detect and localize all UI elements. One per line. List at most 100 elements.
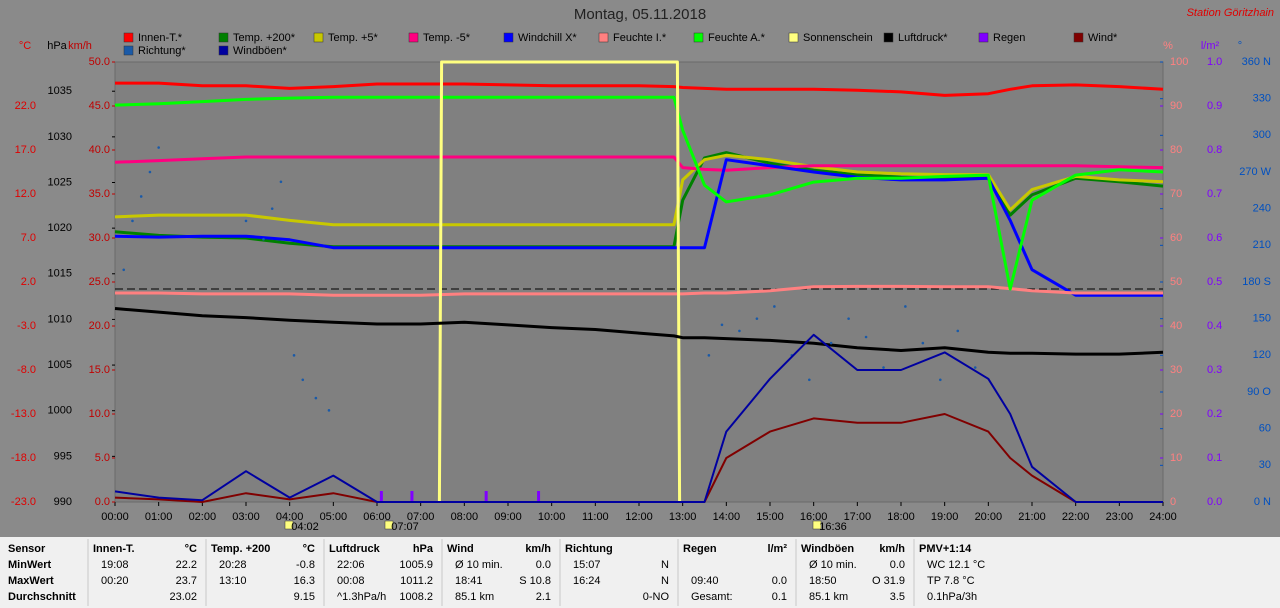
direction-point xyxy=(921,341,925,345)
legend-swatch xyxy=(123,45,134,56)
x-tick-label: 05:00 xyxy=(320,511,348,523)
y-tick-label: 35.0 xyxy=(89,188,110,200)
cell-right: 0.1 xyxy=(772,591,787,603)
cell-right: 9.15 xyxy=(294,591,315,603)
x-tick-label: 08:00 xyxy=(451,511,479,523)
cell-right: 0-NO xyxy=(643,591,670,603)
legend-label: Windchill X* xyxy=(518,32,577,44)
direction-point xyxy=(292,354,296,357)
y-tick-label: 20 xyxy=(1170,408,1182,420)
cell-left: 85.1 km xyxy=(455,591,494,603)
direction-point xyxy=(131,219,134,223)
y-tick-label: 80 xyxy=(1170,144,1182,156)
y-tick-label: -23.0 xyxy=(11,496,36,508)
cell-left: 15:07 xyxy=(573,559,601,571)
direction-point xyxy=(904,305,907,308)
x-tick-label: 22:00 xyxy=(1062,511,1090,523)
column-header: Regen xyxy=(683,543,717,555)
x-tick-label: 24:00 xyxy=(1149,511,1177,523)
cell-left: ^1.3hPa/h xyxy=(337,591,386,603)
x-tick-label: 19:00 xyxy=(931,511,959,523)
column-header: Luftdruck xyxy=(329,543,381,555)
axis-unit: ° xyxy=(1238,40,1242,52)
y-tick-label: 25.0 xyxy=(89,276,110,288)
legend-swatch xyxy=(788,32,799,43)
y-tick-label: 1030 xyxy=(48,131,72,143)
y-tick-label: 17.0 xyxy=(15,144,36,156)
cell-right: 0.0 xyxy=(536,559,551,571)
y-tick-label: 0.1 xyxy=(1207,452,1222,464)
column-header: Richtung xyxy=(565,543,613,555)
y-tick-label: 10.0 xyxy=(89,408,110,420)
legend-label: Luftdruck* xyxy=(898,32,948,44)
y-tick-label: 0.6 xyxy=(1207,232,1222,244)
direction-point xyxy=(829,341,833,345)
y-tick-label: 300 xyxy=(1253,129,1271,141)
y-tick-label: 45.0 xyxy=(89,100,110,112)
x-tick-label: 11:00 xyxy=(582,511,609,523)
y-tick-label: 1025 xyxy=(48,176,72,188)
y-tick-label: 1020 xyxy=(48,222,72,234)
x-tick-label: 10:00 xyxy=(538,511,566,523)
x-tick-label: 17:00 xyxy=(844,511,872,523)
x-tick-label: 07:00 xyxy=(407,511,435,523)
y-tick-label: 70 xyxy=(1170,188,1182,200)
y-tick-label: 0.7 xyxy=(1207,188,1222,200)
column-header: Windböen xyxy=(801,543,854,555)
direction-point xyxy=(939,378,942,382)
legend-label: Temp. +200* xyxy=(233,32,296,44)
direction-point xyxy=(755,317,759,320)
cell-right: 23.7 xyxy=(176,575,197,587)
cell-right: N xyxy=(661,559,669,571)
direction-point xyxy=(122,268,126,272)
row-label: MaxWert xyxy=(8,575,54,587)
x-tick-label: 16:00 xyxy=(800,511,828,523)
legend-label: Temp. +5* xyxy=(328,32,379,44)
y-tick-label: 2.0 xyxy=(21,276,36,288)
y-tick-label: 180 S xyxy=(1242,276,1271,288)
y-tick-label: 7.0 xyxy=(21,232,36,244)
row-label: Sensor xyxy=(8,543,46,555)
annotation-icon xyxy=(812,520,822,530)
y-tick-label: 0.4 xyxy=(1207,320,1222,332)
y-tick-label: 22.0 xyxy=(15,100,36,112)
cell-right: 23.02 xyxy=(169,591,197,603)
direction-point xyxy=(847,317,850,320)
series-line xyxy=(437,60,682,503)
column-unit: °C xyxy=(303,543,315,555)
y-tick-label: -3.0 xyxy=(17,320,36,332)
x-tick-label: 00:00 xyxy=(101,511,129,523)
y-tick-label: 1000 xyxy=(48,405,72,417)
cell-left: 22:06 xyxy=(337,559,365,571)
x-tick-label: 15:00 xyxy=(756,511,784,523)
chart-title: Montag, 05.11.2018 xyxy=(574,6,706,23)
legend-swatch xyxy=(123,32,134,43)
series-line xyxy=(114,307,1164,356)
y-tick-label: -18.0 xyxy=(11,452,36,464)
x-tick-label: 23:00 xyxy=(1106,511,1134,523)
y-tick-label: 0.8 xyxy=(1207,144,1222,156)
y-tick-label: 30.0 xyxy=(89,232,110,244)
cell-right: 3.5 xyxy=(890,591,905,603)
y-tick-label: 0.9 xyxy=(1207,100,1222,112)
cell-left: 19:08 xyxy=(101,559,129,571)
direction-point xyxy=(148,170,152,174)
legend-label: Temp. -5* xyxy=(423,32,471,44)
legend-label: Wind* xyxy=(1088,32,1118,44)
cell-left: 16:24 xyxy=(573,575,601,587)
y-tick-label: 0.2 xyxy=(1207,408,1222,420)
y-tick-label: -8.0 xyxy=(17,364,36,376)
axis-unit: l/m² xyxy=(1201,40,1220,52)
direction-point xyxy=(956,329,960,333)
cell-left: 18:50 xyxy=(809,575,837,587)
y-tick-label: 20.0 xyxy=(89,320,110,332)
x-tick-label: 20:00 xyxy=(975,511,1003,523)
cell-left: Ø 10 min. xyxy=(455,559,503,571)
rain-bar xyxy=(484,491,488,502)
legend-swatch xyxy=(883,32,894,43)
direction-point xyxy=(279,180,283,184)
legend-swatch xyxy=(408,32,419,43)
x-tick-label: 04:00 xyxy=(276,511,304,523)
cell-right: 1011.2 xyxy=(400,575,433,587)
cell-right: O 31.9 xyxy=(872,575,905,587)
